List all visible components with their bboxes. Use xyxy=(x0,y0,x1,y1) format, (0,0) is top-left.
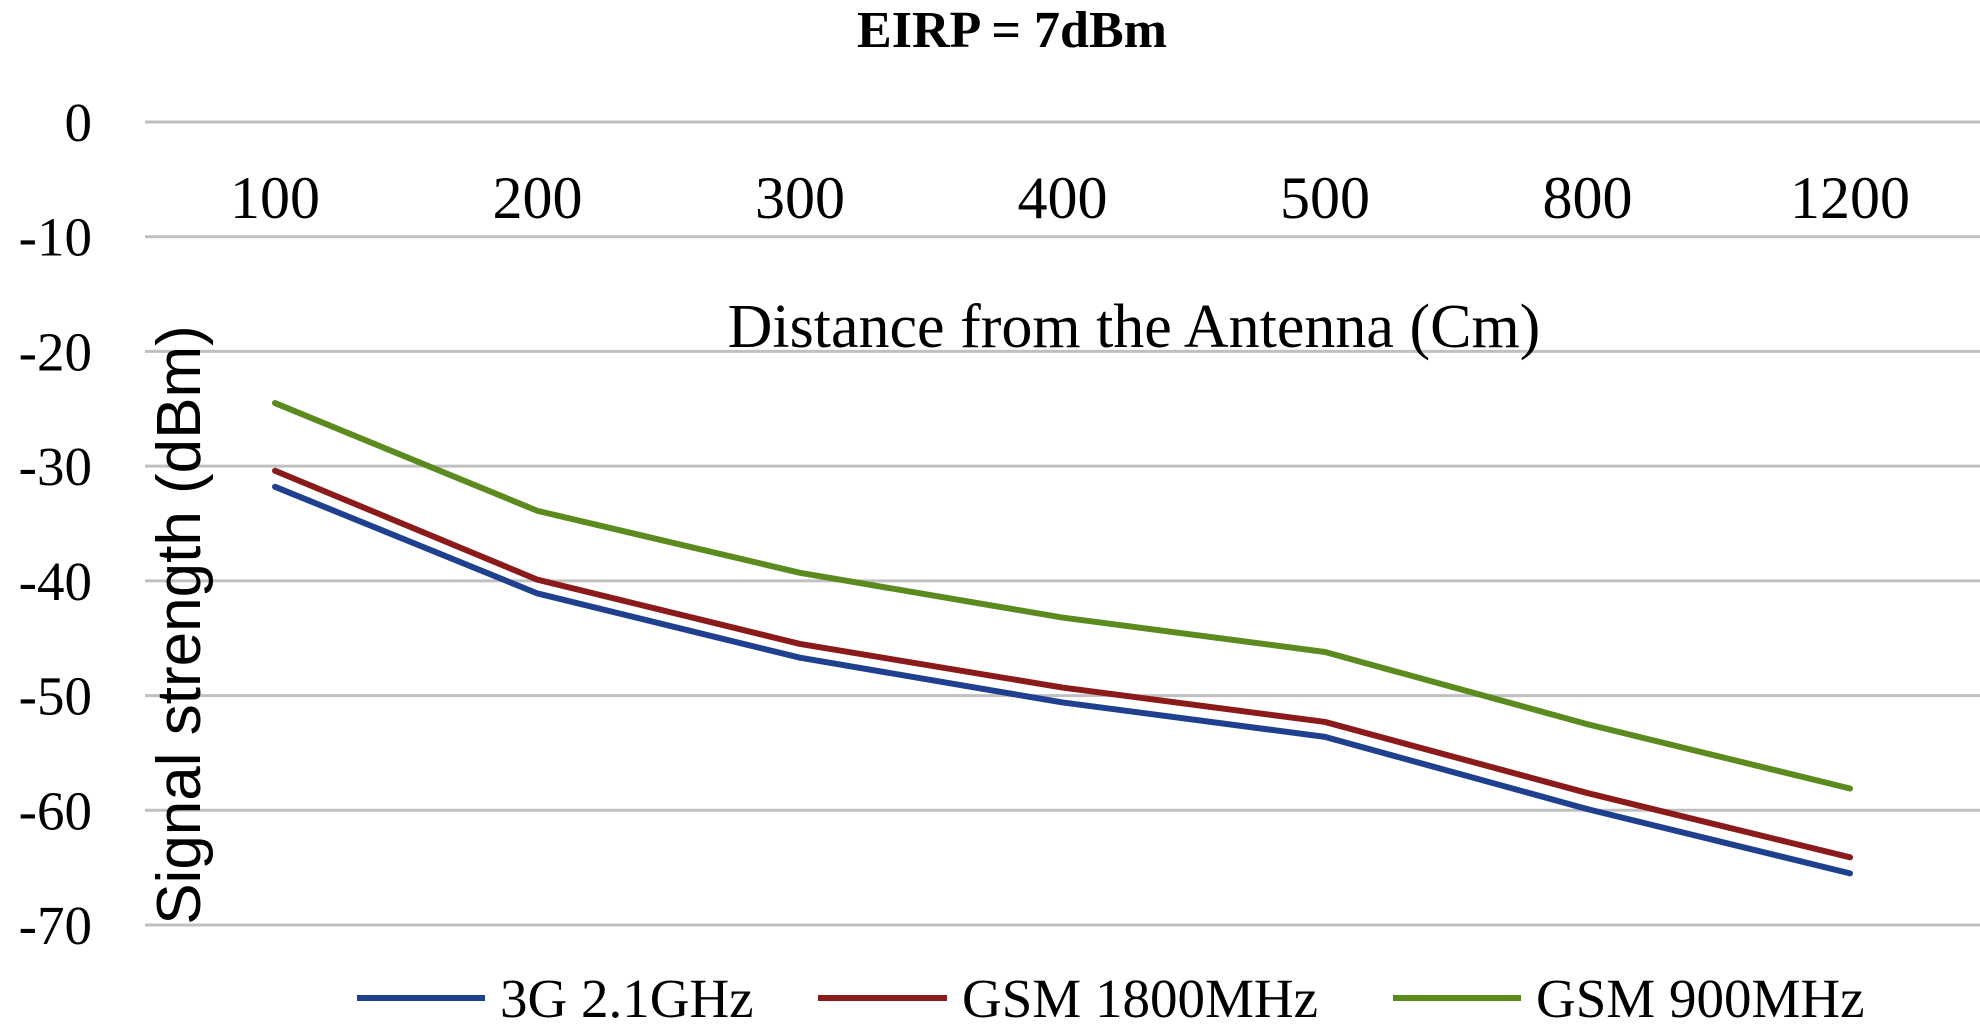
series-line-1 xyxy=(272,467,1853,861)
x-axis-ticks: 100 200 300 400 500 800 1200 xyxy=(230,165,1910,231)
x-tick-label: 300 xyxy=(755,165,845,231)
y-axis-label: Signal strength (dBm) xyxy=(145,325,214,925)
y-tick-label: -20 xyxy=(19,321,92,382)
series-line-2 xyxy=(272,400,1853,792)
y-tick-label: -30 xyxy=(19,436,92,497)
chart-title: EIRP = 7dBm xyxy=(857,2,1167,59)
y-tick-label: 0 xyxy=(65,92,93,153)
y-tick-label: -40 xyxy=(19,551,92,612)
y-tick-label: -70 xyxy=(19,895,92,956)
x-tick-label: 200 xyxy=(493,165,583,231)
legend-label: GSM 1800MHz xyxy=(962,968,1318,1029)
x-tick-label: 400 xyxy=(1018,165,1108,231)
x-tick-label: 800 xyxy=(1543,165,1633,231)
legend-label: 3G 2.1GHz xyxy=(500,968,754,1029)
y-axis-ticks: 0 -10 -20 -30 -40 -50 -60 -70 xyxy=(19,92,92,956)
x-tick-label: 500 xyxy=(1280,165,1370,231)
x-tick-label: 100 xyxy=(230,165,320,231)
legend: 3G 2.1GHz GSM 1800MHz GSM 900MHz xyxy=(357,968,1865,1029)
series-lines xyxy=(272,400,1853,877)
y-tick-label: -10 xyxy=(19,207,92,268)
y-tick-label: -60 xyxy=(19,780,92,841)
legend-label: GSM 900MHz xyxy=(1536,968,1865,1029)
gridlines xyxy=(145,120,1980,927)
y-tick-label: -50 xyxy=(19,666,92,727)
x-axis-label: Distance from the Antenna (Cm) xyxy=(728,293,1541,361)
x-tick-label: 1200 xyxy=(1790,165,1910,231)
series-line-0 xyxy=(272,483,1853,877)
